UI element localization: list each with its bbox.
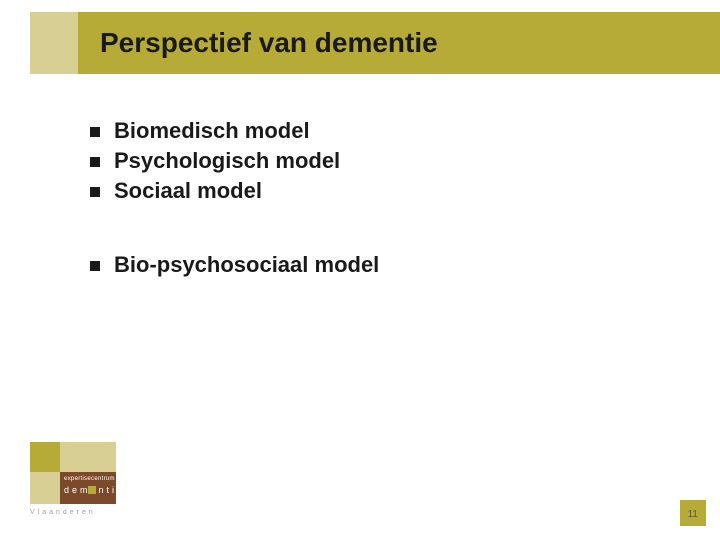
header-band: Perspectief van dementie — [0, 12, 720, 74]
page-number-box: 11 — [680, 500, 706, 526]
bullet-text: Biomedisch model — [114, 118, 310, 144]
bullet-item: Biomedisch model — [90, 118, 660, 144]
bullet-item: Psychologisch model — [90, 148, 660, 174]
bullet-group-1: Biomedisch model Psychologisch model Soc… — [90, 118, 660, 204]
header-accent-block — [30, 12, 78, 74]
bullet-text: Sociaal model — [114, 178, 262, 204]
bullet-item: Sociaal model — [90, 178, 660, 204]
logo-accent-square-icon — [88, 486, 96, 494]
slide: Perspectief van dementie Biomedisch mode… — [0, 0, 720, 540]
bullet-text: Psychologisch model — [114, 148, 340, 174]
logo-line1: expertisecentrum — [64, 476, 115, 482]
header-gap — [0, 12, 30, 74]
bullet-square-icon — [90, 261, 100, 271]
bullet-text: Bio-psychosociaal model — [114, 252, 379, 278]
slide-body: Biomedisch model Psychologisch model Soc… — [90, 118, 660, 326]
logo-tile-brown: expertisecentrum dementie — [60, 472, 116, 504]
page-number: 11 — [688, 509, 698, 520]
bullet-square-icon — [90, 187, 100, 197]
bullet-square-icon — [90, 127, 100, 137]
bullet-group-2: Bio-psychosociaal model — [90, 252, 660, 278]
header-main: Perspectief van dementie — [78, 12, 720, 74]
bullet-square-icon — [90, 157, 100, 167]
bullet-item: Bio-psychosociaal model — [90, 252, 660, 278]
logo-block: expertisecentrum dementie — [30, 442, 116, 504]
slide-title: Perspectief van dementie — [100, 27, 438, 59]
footer-logo: expertisecentrum dementie Vlaanderen — [30, 442, 116, 516]
logo-subtext: Vlaanderen — [30, 509, 116, 516]
header-notch — [30, 0, 78, 12]
logo-tile-olive — [30, 442, 60, 472]
logo-tile-beige — [60, 442, 116, 472]
logo-tile-beige — [30, 472, 60, 504]
